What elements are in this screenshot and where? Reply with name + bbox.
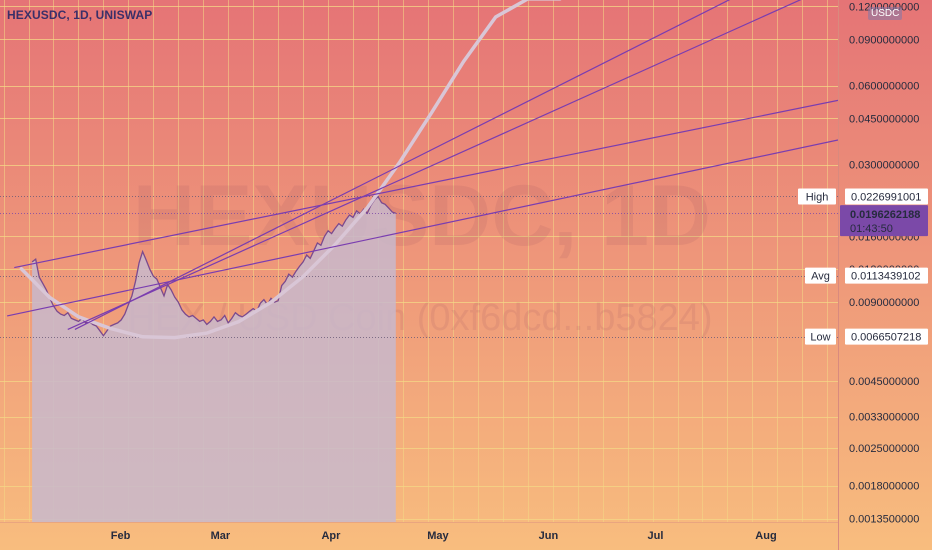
time-tick-label: Mar bbox=[211, 530, 231, 542]
price-area-fill bbox=[32, 196, 396, 522]
parabolic-curve bbox=[19, 0, 562, 340]
time-tick-label: Aug bbox=[755, 530, 776, 542]
price-tick-label: 0.0033000000 bbox=[849, 412, 919, 424]
last-price-box bbox=[840, 205, 928, 237]
high-value-box bbox=[845, 188, 928, 205]
price-tick-label: 0.0090000000 bbox=[849, 297, 919, 309]
time-tick-label: Jun bbox=[539, 530, 559, 542]
avg-tag-box bbox=[805, 267, 836, 284]
price-tick-label: 0.0450000000 bbox=[849, 113, 919, 125]
price-tick-label: 0.0600000000 bbox=[849, 81, 919, 93]
avg-value-label: 0.0113439102 bbox=[851, 271, 921, 283]
trendline bbox=[74, 0, 731, 330]
price-tick-label: 0.0900000000 bbox=[849, 34, 919, 46]
price-tick-label: 0.0045000000 bbox=[849, 376, 919, 388]
price-tick-label: 0.0013500000 bbox=[849, 514, 919, 526]
time-scale[interactable]: Feb Mar Apr May Jun Jul Aug bbox=[111, 530, 777, 542]
price-tick-label: 0.0025000000 bbox=[849, 443, 919, 455]
time-tick-label: Apr bbox=[321, 530, 341, 542]
level-labels: High 0.0226991001 Avg 0.0113439102 Low 0.0066… bbox=[798, 188, 928, 345]
price-scale[interactable]: 0.12000000000.09000000000.06000000000.04… bbox=[849, 1, 919, 525]
currency-badge[interactable]: USDC bbox=[868, 7, 903, 20]
time-tick-label: Feb bbox=[111, 530, 131, 542]
avg-tag-label: Avg bbox=[811, 271, 830, 283]
low-value-box bbox=[845, 328, 928, 345]
price-line bbox=[31, 195, 396, 337]
drawings-layer bbox=[7, 0, 838, 340]
watermark: HEXUSDC, 1D HEX / USD Coin (0xf6dcd...b5… bbox=[127, 168, 712, 339]
symbol-title[interactable]: HEXUSDC, 1D, UNISWAP bbox=[7, 8, 153, 22]
low-tag-box bbox=[805, 328, 836, 345]
last-price-value: 0.0196262188 bbox=[850, 209, 920, 221]
price-tick-label: 0.0300000000 bbox=[849, 160, 919, 172]
low-tag-label: Low bbox=[810, 332, 830, 344]
series-layer bbox=[0, 195, 838, 522]
trendline bbox=[7, 139, 838, 317]
watermark-symbol: HEXUSDC, 1D bbox=[133, 168, 711, 264]
price-tick-label: 0.0018000000 bbox=[849, 481, 919, 493]
high-tag-label: High bbox=[806, 191, 829, 203]
avg-value-box bbox=[845, 267, 928, 284]
time-tick-label: Jul bbox=[647, 530, 663, 542]
high-tag-box bbox=[798, 188, 836, 205]
low-value-label: 0.0066507218 bbox=[851, 332, 921, 344]
countdown-label: 01:43:50 bbox=[850, 223, 893, 235]
high-value-label: 0.0226991001 bbox=[851, 191, 921, 203]
trendline bbox=[14, 99, 838, 269]
trendline bbox=[67, 0, 802, 330]
time-tick-label: May bbox=[427, 530, 449, 542]
